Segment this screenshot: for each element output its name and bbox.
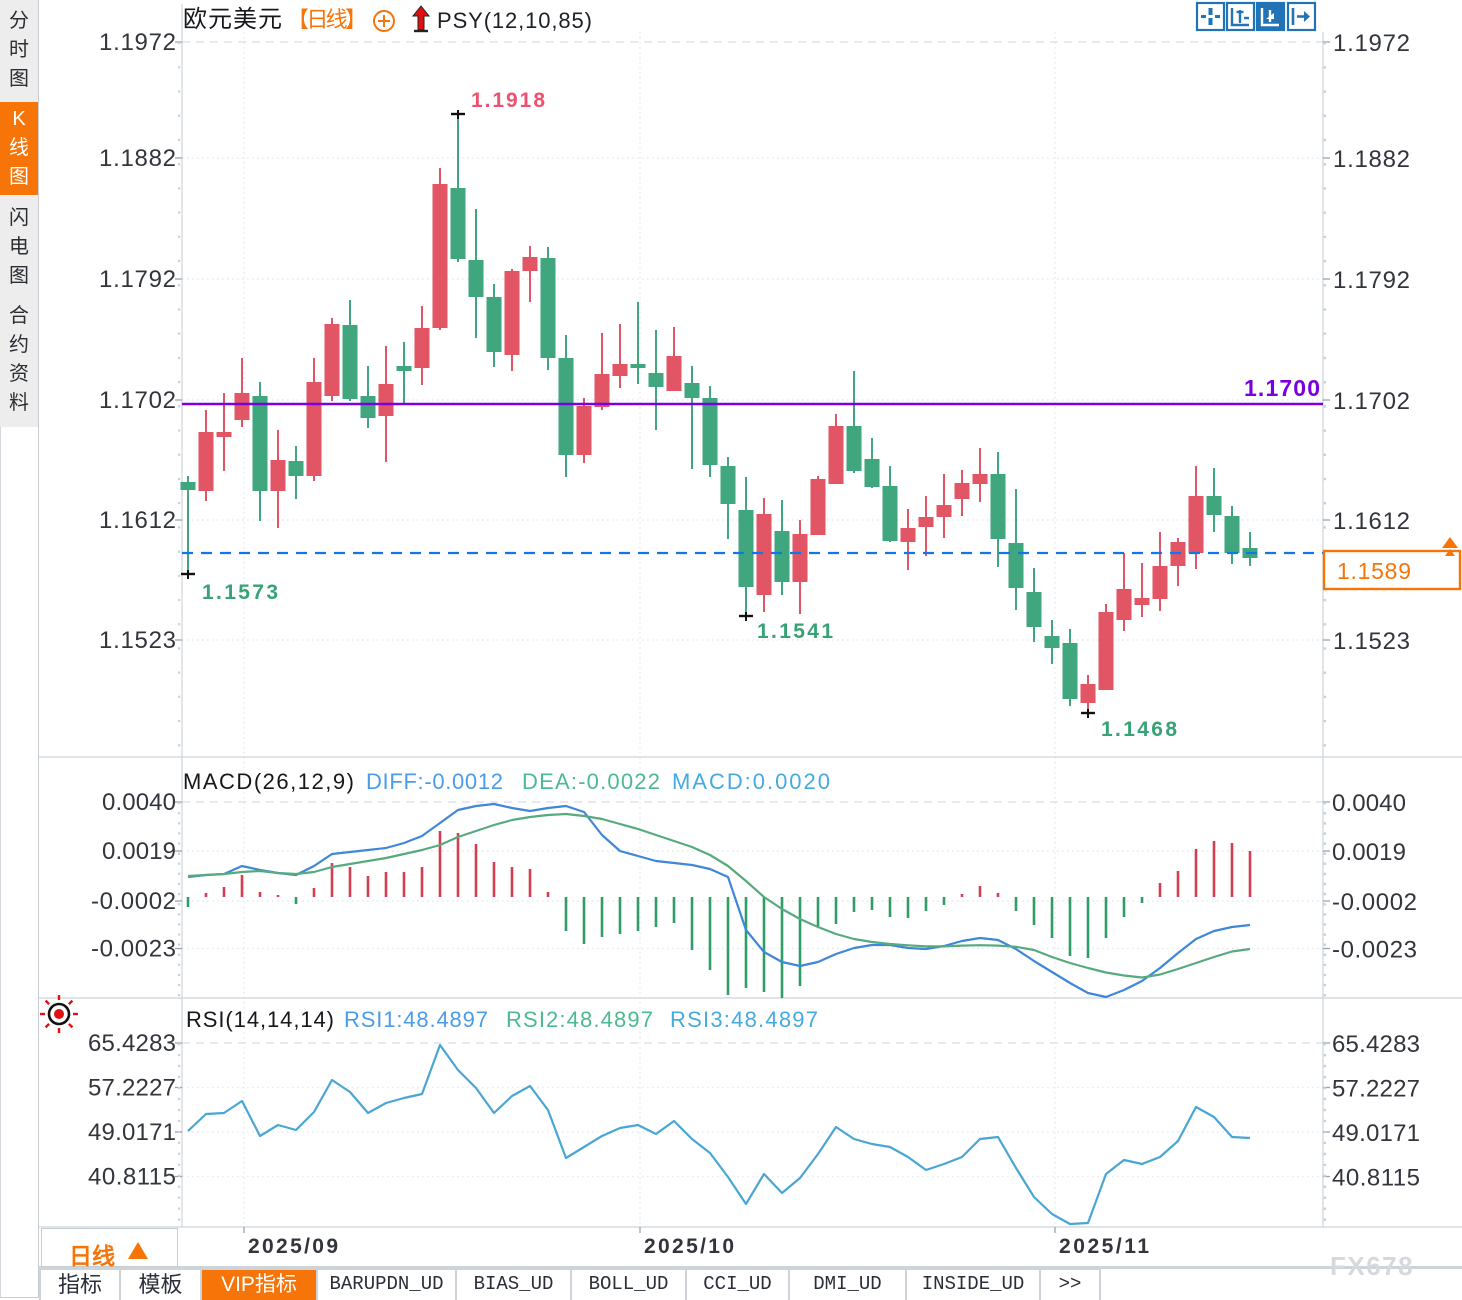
svg-text:57.2227: 57.2227 bbox=[88, 1075, 176, 1102]
svg-text:RSI3:48.4897: RSI3:48.4897 bbox=[670, 1007, 818, 1032]
svg-text:2025/09: 2025/09 bbox=[248, 1235, 338, 1258]
svg-text:0.0019: 0.0019 bbox=[1332, 839, 1406, 866]
svg-text:1.1612: 1.1612 bbox=[99, 507, 176, 534]
svg-text:65.4283: 65.4283 bbox=[1332, 1031, 1420, 1058]
svg-text:40.8115: 40.8115 bbox=[1332, 1165, 1420, 1192]
svg-text:65.4283: 65.4283 bbox=[88, 1030, 176, 1057]
svg-text:1.1702: 1.1702 bbox=[1333, 388, 1410, 415]
svg-text:1.1573: 1.1573 bbox=[202, 581, 278, 604]
svg-text:RSI1:48.4897: RSI1:48.4897 bbox=[344, 1007, 488, 1032]
svg-text:MACD(26,12,9): MACD(26,12,9) bbox=[183, 769, 354, 794]
svg-text:1.1612: 1.1612 bbox=[1333, 508, 1410, 535]
svg-text:PSY(12,10,85): PSY(12,10,85) bbox=[437, 8, 592, 33]
svg-text:1.1589: 1.1589 bbox=[1337, 558, 1411, 584]
svg-text:1.1700: 1.1700 bbox=[1244, 375, 1320, 401]
svg-text:1.1702: 1.1702 bbox=[99, 387, 176, 414]
svg-text:1.1882: 1.1882 bbox=[1333, 146, 1410, 173]
svg-text:2025/11: 2025/11 bbox=[1059, 1235, 1149, 1258]
svg-text:1.1792: 1.1792 bbox=[99, 266, 176, 293]
svg-text:欧元美元: 欧元美元 bbox=[183, 6, 282, 33]
svg-text:0.0040: 0.0040 bbox=[1332, 790, 1406, 817]
svg-text:1.1523: 1.1523 bbox=[99, 627, 176, 654]
svg-text:RSI2:48.4897: RSI2:48.4897 bbox=[506, 1007, 653, 1032]
svg-text:49.0171: 49.0171 bbox=[88, 1119, 176, 1146]
svg-text:1.1541: 1.1541 bbox=[757, 620, 833, 643]
svg-text:RSI(14,14,14): RSI(14,14,14) bbox=[186, 1007, 334, 1032]
svg-text:2025/10: 2025/10 bbox=[644, 1235, 734, 1258]
svg-text:1.1882: 1.1882 bbox=[99, 145, 176, 172]
svg-text:1.1918: 1.1918 bbox=[471, 89, 545, 112]
svg-text:0.0040: 0.0040 bbox=[102, 789, 176, 816]
svg-text:1.1523: 1.1523 bbox=[1333, 628, 1410, 655]
svg-text:1.1468: 1.1468 bbox=[1101, 718, 1177, 741]
svg-text:-0.0002: -0.0002 bbox=[1332, 889, 1417, 916]
svg-text:-0.0002: -0.0002 bbox=[91, 888, 176, 915]
svg-text:DEA:-0.0022: DEA:-0.0022 bbox=[522, 769, 660, 794]
svg-text:1.1972: 1.1972 bbox=[1333, 30, 1410, 57]
svg-text:1.1972: 1.1972 bbox=[99, 29, 176, 56]
svg-text:DIFF:-0.0012: DIFF:-0.0012 bbox=[366, 769, 503, 794]
svg-text:0.0019: 0.0019 bbox=[102, 838, 176, 865]
svg-text:49.0171: 49.0171 bbox=[1332, 1120, 1420, 1147]
svg-text:1.1792: 1.1792 bbox=[1333, 267, 1410, 294]
svg-text:MACD:0.0020: MACD:0.0020 bbox=[672, 769, 830, 794]
svg-text:-0.0023: -0.0023 bbox=[1332, 937, 1417, 964]
svg-text:【日线】: 【日线】 bbox=[287, 7, 367, 32]
svg-text:-0.0023: -0.0023 bbox=[91, 936, 176, 963]
svg-text:40.8115: 40.8115 bbox=[88, 1164, 176, 1191]
svg-text:57.2227: 57.2227 bbox=[1332, 1076, 1420, 1103]
